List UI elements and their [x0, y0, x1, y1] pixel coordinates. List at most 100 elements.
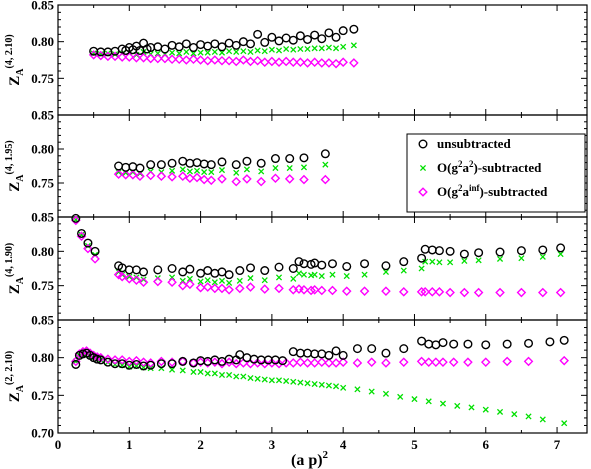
g2a2-point [429, 258, 436, 265]
legend: unsubtractedO(g2a2)-subtractedO(g2ainf)-… [406, 133, 586, 213]
g2ainf-point [242, 174, 252, 184]
g2a2-point [539, 416, 546, 423]
g2ainf-point [231, 176, 242, 187]
g2a2-point [496, 255, 504, 262]
unsubtracted-point [242, 353, 252, 363]
y-tick-label: 0.80 [31, 244, 54, 259]
g2ainf-point [327, 285, 338, 296]
g2a2-point [247, 275, 254, 282]
unsubtracted-point [288, 35, 298, 45]
unsubtracted-point [295, 31, 305, 41]
g2ainf-point [238, 55, 249, 65]
g2ainf-point [245, 56, 256, 67]
unsubtracted-point [474, 248, 484, 258]
unsubtracted-point [156, 359, 166, 369]
unsubtracted-point [331, 32, 341, 42]
g2ainf-point [331, 58, 341, 69]
legend-label-sup: inf [469, 183, 481, 193]
unsubtracted-point [481, 340, 491, 350]
unsubtracted-point [128, 162, 138, 172]
g2a2-point [286, 164, 293, 172]
g2ainf-point [259, 284, 270, 294]
unsubtracted-point [167, 264, 177, 274]
g2ainf-point [555, 287, 566, 298]
unsubtracted-point [278, 356, 288, 366]
x-tick-labels: 0 1 2 3 4 5 6 7 [55, 437, 561, 452]
g2ainf-point [202, 358, 213, 368]
g2a2-point [186, 168, 193, 175]
unsubtracted-point [342, 261, 352, 271]
unsubtracted-point [231, 160, 241, 170]
g2a2-point [111, 51, 119, 58]
g2a2-point [197, 368, 204, 376]
g2ainf-point [516, 287, 527, 298]
unsubtracted-point [434, 246, 444, 256]
unsubtracted-point [71, 359, 81, 369]
g2a2-point [397, 393, 404, 400]
g2ainf-point [167, 54, 177, 65]
y-axis-label-sup: (4, 1.95) [4, 140, 15, 174]
g2a2-point [422, 258, 429, 265]
g2ainf-point [463, 357, 473, 367]
g2a2-point [233, 373, 240, 380]
g2ainf-point [416, 287, 427, 297]
g2a2-point [436, 259, 443, 266]
y-axis-label: ZA(4, 2.10) [4, 34, 26, 85]
g2ainf-point [398, 357, 409, 367]
unsubtracted-point [267, 32, 277, 42]
panel-1: 0.75 0.80 0.85 ZA(4, 2.10) [4, 0, 588, 116]
unsubtracted-point [167, 40, 177, 50]
g2a2-point [179, 166, 186, 173]
unsubtracted-point [288, 264, 298, 274]
series-g2ainf [88, 50, 359, 69]
g2a2-point [340, 43, 347, 50]
g2ainf-point [103, 354, 113, 364]
g2a2-point [261, 376, 268, 383]
g2a2-point [275, 47, 283, 54]
g2a2-point [475, 257, 482, 264]
g2ainf-point [128, 170, 138, 180]
g2ainf-point [71, 215, 81, 226]
legend-label-part: unsubtracted [437, 136, 511, 151]
g2a2-point [468, 404, 475, 411]
g2a2-point [454, 402, 461, 409]
unsubtracted-point [156, 160, 166, 170]
unsubtracted-point [294, 257, 304, 267]
series-g2a2 [72, 216, 564, 286]
g2a2-point [201, 169, 208, 176]
g2a2-point [272, 164, 279, 172]
g2a2-point [154, 50, 161, 57]
unsubtracted-point [317, 260, 327, 270]
unsubtracted-point [245, 39, 255, 49]
legend-label-part: )-subtracted [479, 184, 548, 199]
g2ainf-point [338, 357, 348, 367]
g2a2-point [268, 46, 275, 53]
g2ainf-point [495, 287, 505, 298]
unsubtracted-point [167, 359, 177, 369]
unsubtracted-point [135, 163, 145, 173]
g2ainf-point [398, 287, 409, 297]
unsubtracted-point [445, 246, 455, 256]
y-axis-label-base: Z [7, 182, 23, 192]
g2ainf-point [284, 174, 295, 184]
unsubtracted-point [324, 350, 334, 360]
g2ainf-point [202, 282, 213, 292]
y-tick-label: 0.85 [31, 313, 54, 328]
unsubtracted-point [310, 30, 320, 40]
unsubtracted-point [524, 338, 534, 348]
unsubtracted-point [167, 158, 177, 168]
g2a2-point [240, 48, 247, 55]
g2a2-point [190, 368, 197, 376]
y-tick-label: 0.80 [31, 34, 54, 49]
unsubtracted-point [217, 157, 227, 167]
g2ainf-point [217, 358, 227, 369]
series-unsubtracted [89, 24, 359, 57]
g2ainf-point [423, 357, 434, 367]
y-axis-label-sub: A [15, 174, 26, 182]
g2ainf-point [145, 170, 156, 181]
g2a2-point [233, 169, 240, 176]
unsubtracted-point [438, 338, 448, 348]
g2ainf-point [117, 271, 127, 282]
unsubtracted-point [153, 265, 163, 275]
unsubtracted-point [260, 37, 270, 47]
